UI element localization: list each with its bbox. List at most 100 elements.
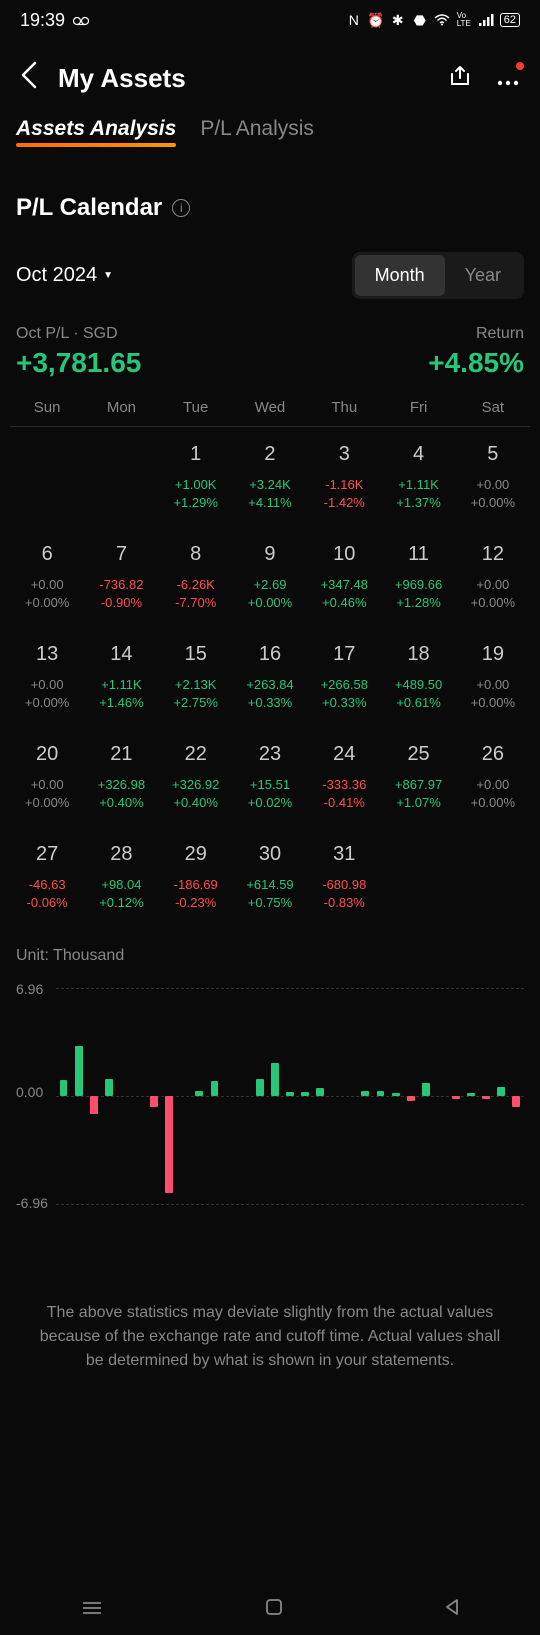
alarm-icon: ⏰	[368, 12, 384, 28]
calendar-day-value: +0.00	[11, 676, 83, 694]
tab-assets-analysis[interactable]: Assets Analysis	[16, 117, 176, 147]
calendar-day-cell[interactable]: 31-680.98-0.83%	[307, 827, 381, 927]
calendar-day-percent: +1.46%	[85, 694, 157, 712]
calendar-day-cell[interactable]: 7-736.82-0.90%	[84, 527, 158, 627]
calendar-day-cell[interactable]: 10+347.48+0.46%	[307, 527, 381, 627]
calendar-day-value: +489.50	[382, 676, 454, 694]
y-bot: -6.96	[16, 1195, 48, 1211]
lte-icon: VoLTE	[456, 12, 472, 28]
back-button[interactable]	[20, 60, 38, 97]
battery-icon: 62	[500, 13, 520, 27]
calendar-day-cell[interactable]: 16+263.84+0.33%	[233, 627, 307, 727]
calendar-day-percent: +0.00%	[457, 594, 529, 612]
chart-bar	[404, 981, 417, 1211]
month-selector[interactable]: Oct 2024 ▼	[16, 264, 113, 287]
calendar-day-number: 6	[11, 543, 83, 566]
calendar-day-cell[interactable]: 3-1.16K-1.42%	[307, 427, 381, 527]
calendar-day-cell[interactable]: 8-6.26K-7.70%	[159, 527, 233, 627]
calendar-day-cell[interactable]: 6+0.00+0.00%	[10, 527, 84, 627]
calendar-day-cell[interactable]: 24-333.36-0.41%	[307, 727, 381, 827]
shield-icon: ⬣	[412, 12, 428, 28]
calendar-day-cell[interactable]: 14+1.11K+1.46%	[84, 627, 158, 727]
calendar-day-cell[interactable]: 4+1.11K+1.37%	[381, 427, 455, 527]
calendar-day-number: 17	[308, 643, 380, 666]
calendar-day-cell[interactable]: 29-186.69-0.23%	[159, 827, 233, 927]
calendar-day-cell[interactable]: 5+0.00+0.00%	[456, 427, 530, 527]
chart-bar	[208, 981, 221, 1211]
calendar-day-number: 3	[308, 443, 380, 466]
calendar-day-value: +15.51	[234, 776, 306, 794]
chart-bar	[178, 981, 191, 1211]
calendar-empty-cell	[10, 427, 84, 527]
calendar-day-cell[interactable]: 18+489.50+0.61%	[381, 627, 455, 727]
calendar-day-number: 10	[308, 543, 380, 566]
calendar-day-cell[interactable]: 11+969.66+1.28%	[381, 527, 455, 627]
calendar-day-value: -186.69	[160, 876, 232, 894]
calendar-day-number: 9	[234, 543, 306, 566]
calendar-day-percent: -7.70%	[160, 594, 232, 612]
calendar-day-value: -680.98	[308, 876, 380, 894]
calendar-day-value: +2.69	[234, 576, 306, 594]
calendar-day-cell[interactable]: 17+266.58+0.33%	[307, 627, 381, 727]
section-title: P/L Calendar i	[0, 159, 540, 242]
calendar-day-cell[interactable]: 21+326.98+0.40%	[84, 727, 158, 827]
more-button[interactable]	[496, 66, 520, 92]
calendar-day-value: -1.16K	[308, 476, 380, 494]
year-toggle[interactable]: Year	[445, 255, 521, 296]
chart-bar	[374, 981, 387, 1211]
calendar-day-number: 24	[308, 743, 380, 766]
calendar-day-cell[interactable]: 20+0.00+0.00%	[10, 727, 84, 827]
chart-section: Unit: Thousand 6.96 0.00 -6.96	[0, 927, 540, 1221]
calendar-day-cell[interactable]: 9+2.69+0.00%	[233, 527, 307, 627]
calendar-day-cell[interactable]: 23+15.51+0.02%	[233, 727, 307, 827]
calendar-day-percent: +1.29%	[160, 494, 232, 512]
calendar-day-value: -736.82	[85, 576, 157, 594]
calendar-day-cell[interactable]: 28+98.04+0.12%	[84, 827, 158, 927]
return-value: +4.85%	[428, 347, 524, 379]
tab-pl-analysis[interactable]: P/L Analysis	[200, 117, 314, 147]
calendar-header-cell: Wed	[233, 399, 307, 416]
calendar-day-cell[interactable]: 22+326.92+0.40%	[159, 727, 233, 827]
disclaimer: The above statistics may deviate slightl…	[0, 1221, 540, 1393]
notification-dot-icon	[516, 62, 524, 70]
calendar: SunMonTueWedThuFriSat 1+1.00K+1.29%2+3.2…	[0, 399, 540, 927]
calendar-day-percent: +1.37%	[382, 494, 454, 512]
calendar-day-value: +3.24K	[234, 476, 306, 494]
calendar-day-number: 28	[85, 843, 157, 866]
recent-apps-button[interactable]	[81, 1599, 103, 1622]
calendar-day-cell[interactable]: 19+0.00+0.00%	[456, 627, 530, 727]
home-button[interactable]	[265, 1598, 283, 1622]
calendar-day-percent: +2.75%	[160, 694, 232, 712]
calendar-day-value: +326.92	[160, 776, 232, 794]
back-nav-button[interactable]	[445, 1598, 459, 1622]
calendar-day-percent: +0.46%	[308, 594, 380, 612]
share-button[interactable]	[448, 64, 472, 94]
chart[interactable]: 6.96 0.00 -6.96	[16, 981, 524, 1211]
calendar-day-number: 22	[160, 743, 232, 766]
chart-bar	[102, 981, 115, 1211]
month-toggle[interactable]: Month	[355, 255, 445, 296]
calendar-day-number: 12	[457, 543, 529, 566]
calendar-day-cell[interactable]: 2+3.24K+4.11%	[233, 427, 307, 527]
calendar-day-cell[interactable]: 15+2.13K+2.75%	[159, 627, 233, 727]
info-icon[interactable]: i	[172, 199, 190, 217]
calendar-day-cell[interactable]: 25+867.97+1.07%	[381, 727, 455, 827]
summary: Oct P/L · SGD +3,781.65 Return +4.85%	[0, 315, 540, 399]
calendar-day-number: 8	[160, 543, 232, 566]
calendar-day-value: -46.63	[11, 876, 83, 894]
calendar-day-value: +0.00	[457, 676, 529, 694]
calendar-day-number: 15	[160, 643, 232, 666]
calendar-day-number: 18	[382, 643, 454, 666]
calendar-day-percent: +0.00%	[11, 794, 83, 812]
calendar-day-number: 4	[382, 443, 454, 466]
calendar-day-cell[interactable]: 30+614.59+0.75%	[233, 827, 307, 927]
calendar-day-number: 11	[382, 543, 454, 566]
chart-bar	[223, 981, 236, 1211]
calendar-day-cell[interactable]: 26+0.00+0.00%	[456, 727, 530, 827]
calendar-day-cell[interactable]: 13+0.00+0.00%	[10, 627, 84, 727]
calendar-day-cell[interactable]: 27-46.63-0.06%	[10, 827, 84, 927]
chart-unit-label: Unit: Thousand	[16, 947, 524, 965]
calendar-day-percent: +0.00%	[457, 794, 529, 812]
calendar-day-cell[interactable]: 12+0.00+0.00%	[456, 527, 530, 627]
calendar-day-cell[interactable]: 1+1.00K+1.29%	[159, 427, 233, 527]
